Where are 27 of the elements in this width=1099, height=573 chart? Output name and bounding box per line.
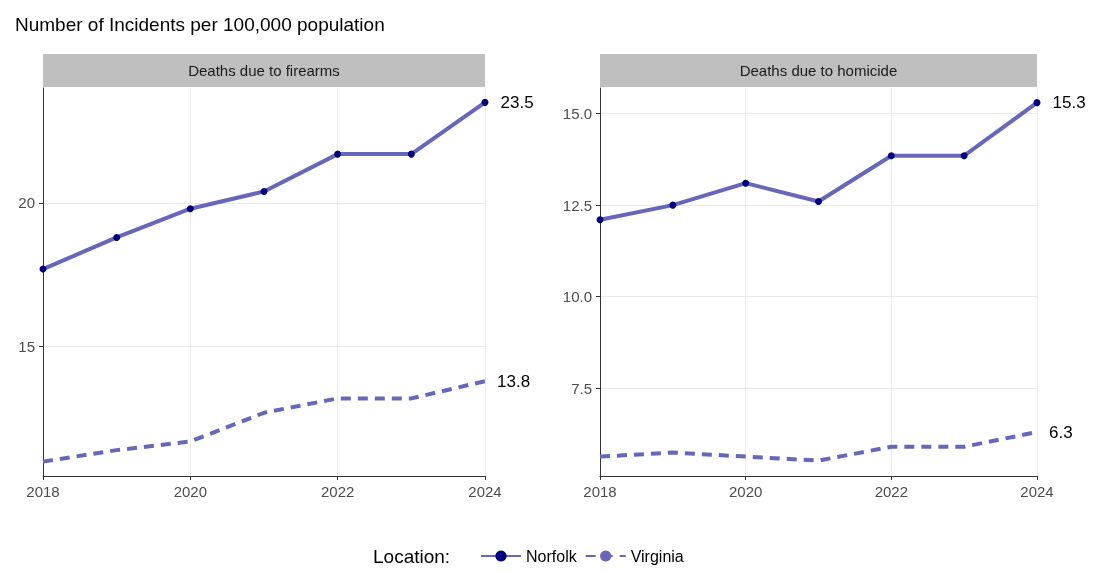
- x-tick-label: 2020: [173, 483, 208, 500]
- x-tick-label: 2024: [1020, 483, 1054, 500]
- x-tick-label: 2024: [468, 483, 502, 500]
- data-label: 23.5: [500, 92, 534, 112]
- chart-title: Deaths due to firearms: [188, 62, 340, 79]
- x-tick-label: 2018: [26, 483, 60, 500]
- x-tick-label: 2022: [874, 483, 909, 500]
- panel-header: Deaths due to firearms: [43, 54, 485, 87]
- chart-title: Deaths due to homicide: [739, 62, 898, 79]
- legend-title: Location:: [373, 546, 451, 567]
- x-tick-label: 2020: [728, 483, 763, 500]
- y-axis-title: Number of Incidents per 100,000 population: [15, 14, 385, 35]
- x-tick-label: 2022: [320, 483, 355, 500]
- data-label: 6.3: [1049, 422, 1073, 442]
- legend-label: Norfolk: [526, 547, 578, 565]
- y-tick-label: 10.0: [562, 288, 592, 306]
- y-tick-label: 15.0: [562, 105, 592, 123]
- line-series: [41, 379, 487, 464]
- y-tick-label: 20: [18, 194, 35, 212]
- x-tick-label: 2018: [583, 483, 617, 500]
- panel-header: Deaths due to homicide: [600, 54, 1037, 87]
- y-tick-label: 12.5: [562, 196, 592, 214]
- legend-label: Virginia: [630, 547, 684, 565]
- y-tick-label: 7.5: [571, 379, 592, 397]
- data-label: 13.8: [497, 371, 531, 391]
- data-label: 15.3: [1052, 93, 1086, 113]
- y-tick-label: 15: [18, 338, 35, 356]
